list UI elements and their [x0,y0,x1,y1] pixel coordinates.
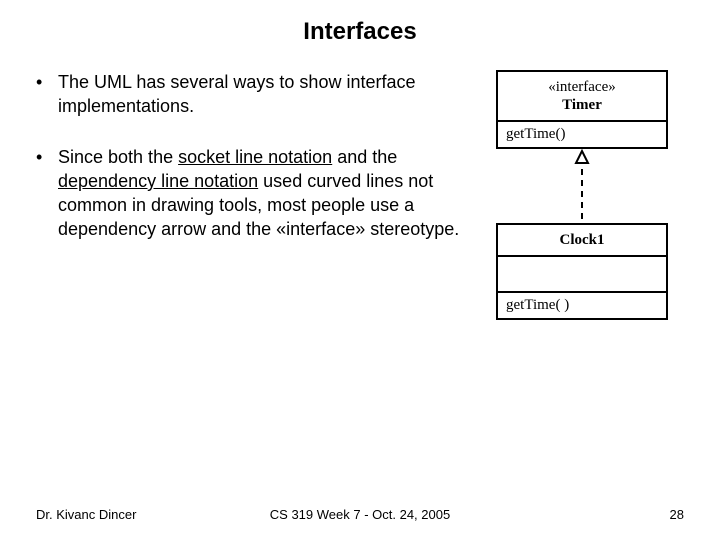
uml-realization-arrow [496,149,668,223]
uml-class-name: Clock1 [502,231,662,249]
uml-class-attributes [498,257,666,293]
bullet-dot: • [36,70,58,119]
bullet-item: • The UML has several ways to show inter… [36,70,484,119]
uml-interface-box: «interface» Timer getTime() [496,70,668,149]
uml-interface-name: Timer [502,96,662,114]
uml-arrow-head [576,151,588,163]
footer-course: CS 319 Week 7 - Oct. 24, 2005 [0,507,720,522]
uml-class-method: getTime( ) [498,293,666,318]
text-column: • The UML has several ways to show inter… [36,70,496,268]
bullet-text: The UML has several ways to show interfa… [58,70,484,119]
uml-stereotype: «interface» [502,78,662,96]
uml-class-box: Clock1 getTime( ) [496,223,668,320]
content-row: • The UML has several ways to show inter… [36,70,684,320]
bullet-text-part: and the [332,147,397,167]
bullet-text: Since both the socket line notation and … [58,145,484,242]
bullet-item: • Since both the socket line notation an… [36,145,484,242]
uml-interface-name-compartment: «interface» Timer [498,72,666,122]
slide-title: Interfaces [36,18,684,46]
bullet-text-part: The UML has several ways to show interfa… [58,72,416,116]
bullet-dot: • [36,145,58,242]
uml-class-name-compartment: Clock1 [498,225,666,257]
bullet-underline: socket line notation [178,147,332,167]
bullet-text-part: Since both the [58,147,178,167]
slide-footer: Dr. Kivanc Dincer CS 319 Week 7 - Oct. 2… [0,507,720,522]
uml-interface-method: getTime() [498,122,666,147]
bullet-underline: dependency line notation [58,171,258,191]
slide: Interfaces • The UML has several ways to… [0,0,720,540]
uml-diagram: «interface» Timer getTime() Clock1 getTi… [496,70,672,320]
